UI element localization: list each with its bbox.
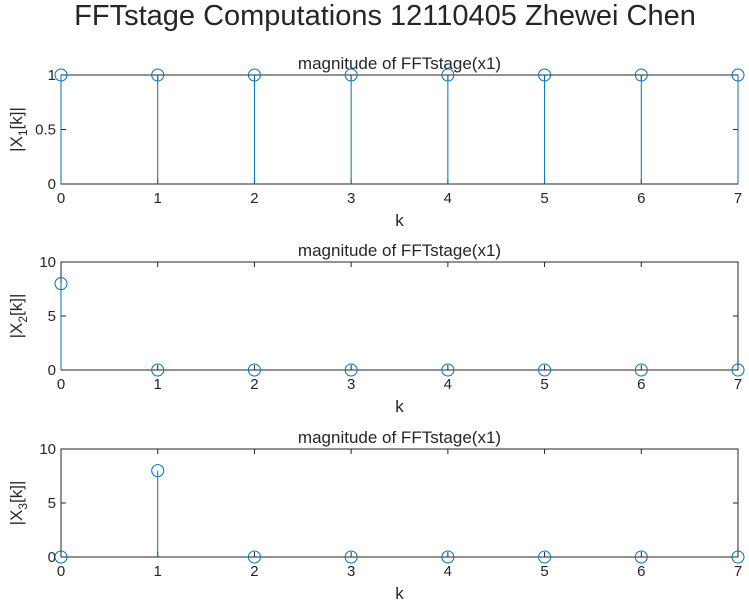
y-tick-label: 5 (48, 495, 56, 512)
x-tick-label: 3 (347, 376, 355, 393)
stem-marker (441, 550, 455, 564)
x-tick-label: 0 (57, 376, 65, 393)
subplot-2: magnitude of FFTstage(x1) 0 1 2 3 4 5 6 7 0 5 10 k |X… (7, 241, 745, 416)
figure-title: FFTstage Computations 12110405 Zhewei Ch… (74, 0, 696, 32)
x-tick-label: 3 (347, 563, 355, 580)
stem-marker (538, 363, 552, 377)
axes-box (60, 261, 739, 371)
y-axis-label: |X1[k]| (7, 107, 30, 152)
stem-marker (247, 363, 261, 377)
x-tick-label: 2 (250, 563, 258, 580)
stem-marker (54, 68, 68, 82)
x-tick-label: 1 (154, 376, 162, 393)
y-tick-label: 1 (48, 67, 56, 84)
stem-marker (731, 363, 745, 377)
stem-marker (344, 363, 358, 377)
x-tick-label: 7 (734, 563, 742, 580)
subplot-1: magnitude of FFTstage(x1) 0 1 2 3 4 5 6 7 0 0.5 1 k |… (7, 54, 745, 230)
stem-marker (538, 68, 552, 82)
x-axis-label: k (395, 211, 404, 230)
stem-marker (247, 68, 261, 82)
y-tick-label: 10 (39, 254, 56, 271)
x-tick-label: 7 (734, 190, 742, 207)
stem-marker (247, 550, 261, 564)
subplot-title: magnitude of FFTstage(x1) (298, 428, 501, 447)
y-tick-label: 0 (48, 362, 56, 379)
stem-marker (634, 68, 648, 82)
stem-marker (441, 68, 455, 82)
axes-box (60, 74, 739, 185)
y-tick-label: 0 (48, 549, 56, 566)
x-tick-label: 0 (57, 190, 65, 207)
stem-marker (731, 68, 745, 82)
stem-marker (538, 550, 552, 564)
x-tick-label: 3 (347, 190, 355, 207)
stem-marker (634, 550, 648, 564)
x-axis-label: k (395, 397, 404, 416)
subplot-title: magnitude of FFTstage(x1) (298, 54, 501, 73)
x-tick-label: 5 (540, 563, 548, 580)
stem-marker (54, 277, 68, 291)
x-tick-label: 5 (540, 190, 548, 207)
subplots-container: magnitude of FFTstage(x1) 0 1 2 3 4 5 6 7 0 0.5 1 k |… (7, 54, 745, 603)
stem-marker (344, 550, 358, 564)
x-tick-label: 1 (154, 563, 162, 580)
stem-marker (344, 68, 358, 82)
stem-marker (441, 363, 455, 377)
stem-marker (634, 363, 648, 377)
x-tick-label: 6 (637, 376, 645, 393)
axes-box (60, 448, 739, 558)
y-tick-label: 5 (48, 308, 56, 325)
x-tick-label: 2 (250, 376, 258, 393)
x-axis-label: k (395, 584, 404, 603)
x-tick-label: 1 (154, 190, 162, 207)
x-tick-label: 7 (734, 376, 742, 393)
x-tick-label: 6 (637, 190, 645, 207)
stem-marker (151, 68, 165, 82)
stem-marker (54, 550, 68, 564)
x-tick-label: 6 (637, 563, 645, 580)
subplot-title: magnitude of FFTstage(x1) (298, 241, 501, 260)
x-tick-label: 5 (540, 376, 548, 393)
x-tick-label: 4 (444, 376, 452, 393)
y-tick-label: 0.5 (35, 122, 56, 139)
x-tick-label: 0 (57, 563, 65, 580)
x-tick-label: 4 (444, 563, 452, 580)
stem-marker (151, 363, 165, 377)
x-tick-label: 2 (250, 190, 258, 207)
y-axis-label: |X3[k]| (7, 481, 30, 526)
stem-marker (731, 550, 745, 564)
y-tick-label: 10 (39, 441, 56, 458)
subplot-3: magnitude of FFTstage(x1) 0 1 2 3 4 5 6 7 0 5 10 k |X… (7, 428, 745, 603)
stem-marker (151, 464, 165, 478)
x-tick-label: 4 (444, 190, 452, 207)
y-tick-label: 0 (48, 176, 56, 193)
y-axis-label: |X2[k]| (7, 294, 30, 339)
